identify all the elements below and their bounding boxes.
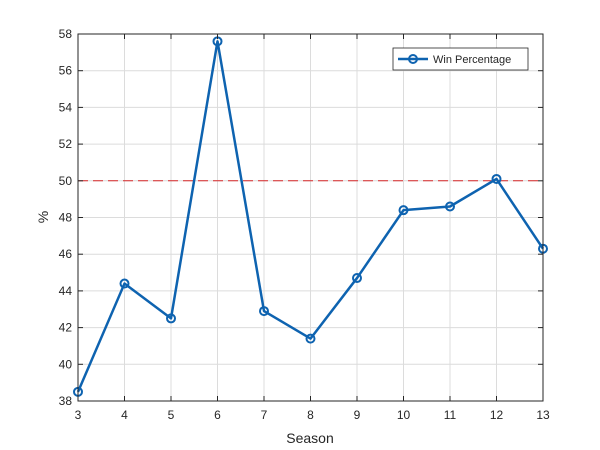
- legend-box: [392, 47, 529, 71]
- y-tick-label: 54: [59, 100, 73, 114]
- x-axis-label: Season: [286, 430, 333, 446]
- series-line: [76, 40, 545, 393]
- x-tick-label: 10: [397, 408, 411, 422]
- x-tick-label: 5: [168, 408, 175, 422]
- legend: Win Percentage: [392, 47, 529, 71]
- x-tick-label: 6: [214, 408, 221, 422]
- x-tick-label: 3: [75, 408, 82, 422]
- x-tick-label: 8: [307, 408, 314, 422]
- x-axis-ticks: 3 4 5 6 7 8 9 10 11 12 13: [75, 34, 550, 422]
- data-point-marker: [352, 273, 362, 284]
- data-point-marker: [398, 205, 409, 216]
- y-tick-label: 40: [59, 357, 73, 371]
- x-tick-label: 4: [121, 408, 128, 422]
- y-axis-label: %: [35, 211, 51, 223]
- y-tick-label: 42: [59, 321, 73, 335]
- data-point-marker: [259, 306, 269, 317]
- y-axis-ticks: 38 40 42 44 46 48 50 52 54 56 58: [59, 27, 543, 408]
- y-tick-label: 44: [59, 284, 73, 298]
- y-tick-label: 50: [59, 174, 73, 188]
- y-tick-label: 58: [59, 27, 73, 41]
- y-tick-label: 46: [59, 247, 73, 261]
- data-point-marker: [166, 313, 176, 324]
- data-point-marker: [119, 278, 130, 289]
- y-tick-label: 56: [59, 64, 73, 78]
- y-tick-label: 52: [59, 137, 73, 151]
- x-tick-label: 11: [444, 408, 457, 422]
- data-point-marker: [491, 173, 502, 184]
- legend-label: Win Percentage: [433, 54, 511, 66]
- legend-marker-sample: [408, 54, 418, 64]
- y-tick-label: 48: [59, 211, 73, 225]
- x-tick-label: 9: [354, 408, 361, 422]
- x-tick-label: 7: [261, 408, 268, 422]
- data-point-marker: [305, 333, 316, 344]
- x-tick-label: 13: [536, 408, 550, 422]
- x-tick-label: 12: [490, 408, 504, 422]
- y-tick-label: 38: [59, 394, 73, 408]
- data-point-marker: [445, 201, 455, 212]
